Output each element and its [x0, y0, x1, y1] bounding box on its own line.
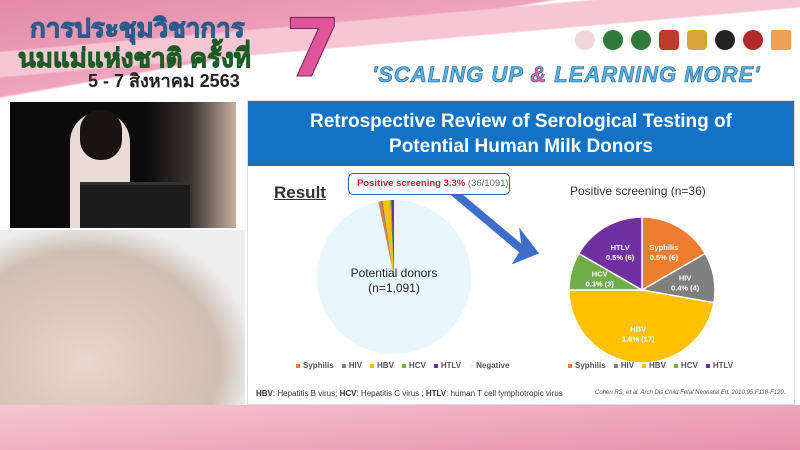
slogan-part: 'SCALING UP [372, 62, 531, 88]
legend-item-htlv: HTLV [705, 361, 733, 370]
slice-label: HBV [630, 325, 646, 334]
speaker-video [10, 102, 236, 228]
footnote-term: HBV [256, 389, 273, 398]
slice-label: 0.5% (6) [650, 253, 679, 262]
legend-item-syphilis: Syphilis [568, 361, 606, 370]
result-heading: Result [274, 183, 326, 202]
callout-rest: (36/1091) [465, 178, 509, 189]
bottom-band [0, 405, 800, 450]
legend-item-hiv: HIV [341, 361, 362, 370]
legend-item-syphilis: Syphilis [296, 361, 334, 370]
right-legend: Syphilis HIV HBV HCV HTLV [568, 361, 733, 370]
legend-item-htlv: HTLV [433, 361, 461, 370]
pie-slice-hbv [568, 289, 715, 364]
legend-item-hcv: HCV [673, 361, 698, 370]
logo-icon [631, 30, 651, 50]
pie-slice-negative [317, 200, 471, 354]
slice-label: HTLV [611, 243, 630, 252]
logo-icon [687, 30, 707, 50]
left-legend: Syphilis HIV HBV HCV HTLV Negative [296, 361, 509, 370]
footnote-def: : Hepatitis C virus ; [356, 389, 426, 398]
center-label: Potential donors [351, 266, 438, 280]
slice-label: 1.6% (17) [622, 335, 655, 344]
pie-slice-hcv [390, 200, 394, 277]
legend-item-hcv: HCV [401, 361, 426, 370]
presentation-slide: Retrospective Review of Serological Test… [247, 100, 795, 405]
banner-title-line1: การประชุมวิชาการ [30, 13, 246, 44]
banner-title-line2: นมแม่แห่งชาติ ครั้งที่ [18, 43, 252, 74]
footnote: HBV: Hepatitis B virus; HCV: Hepatitis C… [256, 389, 563, 398]
logo-icon [771, 30, 791, 50]
footnote-term: HTLV [425, 389, 447, 398]
slide-title-line1: Retrospective Review of Serological Test… [310, 111, 732, 132]
footnote-def: : Hepatitis B virus; [272, 389, 340, 398]
slice-label: HCV [592, 270, 608, 279]
pie-slice-syphilis [378, 201, 394, 277]
slide-title: Retrospective Review of Serological Test… [248, 101, 794, 166]
speaker-hair [80, 110, 122, 160]
legend-item-hbv: HBV [370, 361, 394, 370]
center-label: (n=1,091) [368, 281, 420, 295]
pie-slice-htlv [577, 216, 643, 292]
citation: Cohen RS, et al. Arch Dis Child Fetal Ne… [595, 390, 786, 396]
slogan-amp: & [530, 62, 548, 88]
footnote-term: HCV [339, 389, 357, 398]
footnote-def: : human T cell lymphotropic virus [446, 389, 563, 398]
slice-label: HIV [679, 273, 692, 282]
pie-slice-htlv [391, 200, 394, 277]
banner-stripe [0, 0, 800, 100]
callout-bold: Positive screening 3.3% [357, 178, 466, 189]
legend-item-hbv: HBV [642, 361, 666, 370]
slice-label: 0.4% (4) [671, 283, 700, 292]
logo-icon [715, 30, 735, 50]
banner-date: 5 - 7 สิงหาคม 2563 [88, 71, 240, 91]
sponsor-logos [575, 30, 791, 50]
slice-label: 0.3% (3) [586, 280, 615, 289]
legend-item-hiv: HIV [613, 361, 634, 370]
pie-slice-syphilis [641, 216, 707, 292]
pie-slice-hbv [382, 200, 394, 277]
arrow-icon [445, 184, 540, 265]
slide-title-line2: Potential Human Milk Donors [389, 136, 653, 157]
legend-item-negative: Negative [469, 361, 509, 370]
slogan: 'SCALING UP & LEARNING MORE' [372, 62, 760, 88]
logo-icon [659, 30, 679, 50]
logo-icon [743, 30, 763, 50]
logo-icon [575, 30, 595, 50]
banner-number: 7 [285, 2, 342, 96]
slogan-part: LEARNING MORE' [547, 62, 761, 88]
pie-slice-hiv [380, 200, 394, 277]
positive-callout: Positive screening 3.3% (36/1091) [348, 173, 510, 195]
podium [80, 182, 190, 228]
logo-icon [603, 30, 623, 50]
right-chart-title: Positive screening (n=36) [570, 184, 706, 198]
slice-label: Syphilis [650, 243, 679, 252]
slice-label: 0.5% (6) [606, 253, 635, 262]
